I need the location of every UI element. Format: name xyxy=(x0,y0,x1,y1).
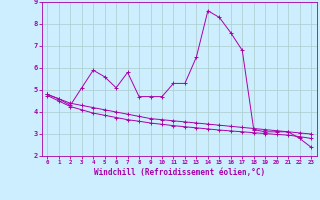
X-axis label: Windchill (Refroidissement éolien,°C): Windchill (Refroidissement éolien,°C) xyxy=(94,168,265,177)
